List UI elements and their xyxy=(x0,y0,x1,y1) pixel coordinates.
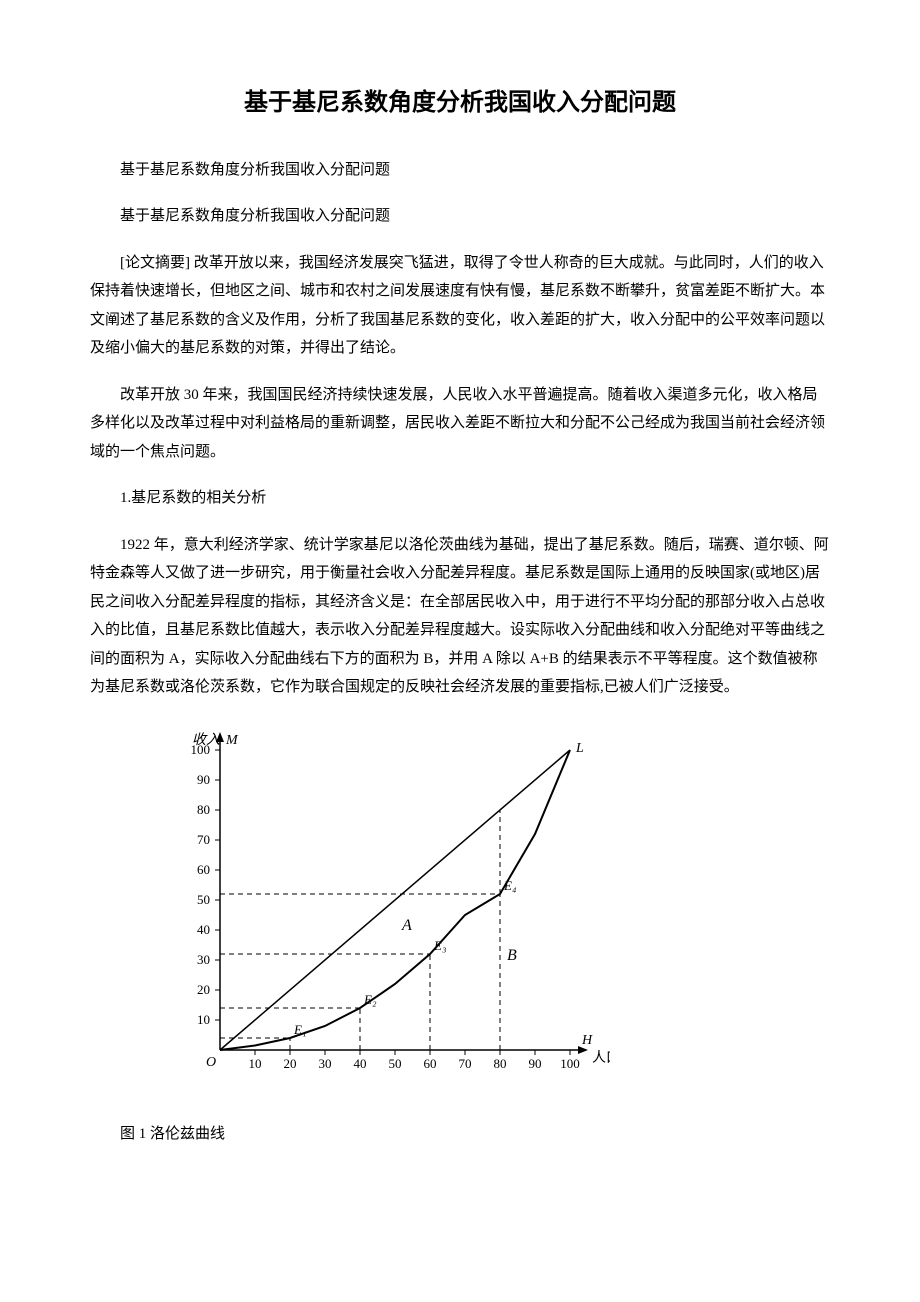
svg-text:30: 30 xyxy=(319,1056,332,1071)
paragraph: 基于基尼系数角度分析我国收入分配问题 xyxy=(90,202,830,231)
svg-text:90: 90 xyxy=(197,772,210,787)
svg-text:人口: 人口 xyxy=(592,1050,610,1066)
page-title: 基于基尼系数角度分析我国收入分配问题 xyxy=(90,80,830,126)
paragraph: 1922 年，意大利经济学家、统计学家基尼以洛伦茨曲线为基础，提出了基尼系数。随… xyxy=(90,531,830,702)
svg-text:L: L xyxy=(575,741,584,756)
svg-text:收入: 收入 xyxy=(192,732,220,748)
svg-text:20: 20 xyxy=(197,982,210,997)
chart-caption: 图 1 洛伦兹曲线 xyxy=(90,1120,830,1149)
svg-text:B: B xyxy=(507,947,517,964)
svg-text:100: 100 xyxy=(560,1056,580,1071)
paragraph: 基于基尼系数角度分析我国收入分配问题 xyxy=(90,156,830,185)
svg-text:50: 50 xyxy=(389,1056,402,1071)
svg-text:E₃: E₃ xyxy=(433,938,446,953)
svg-text:30: 30 xyxy=(197,952,210,967)
svg-text:M: M xyxy=(225,733,239,748)
paragraph: 改革开放 30 年来，我国国民经济持续快速发展，人民收入水平普遍提高。随着收入渠… xyxy=(90,381,830,467)
svg-text:A: A xyxy=(401,917,412,934)
svg-text:E₁: E₁ xyxy=(293,1022,306,1037)
svg-text:10: 10 xyxy=(249,1056,262,1071)
svg-text:80: 80 xyxy=(197,802,210,817)
svg-text:60: 60 xyxy=(424,1056,437,1071)
svg-text:70: 70 xyxy=(197,832,210,847)
lorenz-chart: 1020304050607080901001020304050607080901… xyxy=(150,720,830,1111)
svg-text:E₄: E₄ xyxy=(503,878,517,893)
svg-text:H: H xyxy=(581,1033,593,1048)
svg-text:O: O xyxy=(206,1055,216,1070)
svg-text:10: 10 xyxy=(197,1012,210,1027)
svg-text:E₂: E₂ xyxy=(363,992,377,1007)
svg-text:60: 60 xyxy=(197,862,210,877)
section-heading: 1.基尼系数的相关分析 xyxy=(90,484,830,513)
lorenz-chart-svg: 1020304050607080901001020304050607080901… xyxy=(150,720,610,1100)
svg-text:40: 40 xyxy=(197,922,210,937)
paragraph: [论文摘要] 改革开放以来，我国经济发展突飞猛进，取得了令世人称奇的巨大成就。与… xyxy=(90,249,830,363)
svg-text:90: 90 xyxy=(529,1056,542,1071)
svg-text:70: 70 xyxy=(459,1056,472,1071)
svg-text:80: 80 xyxy=(494,1056,507,1071)
svg-text:50: 50 xyxy=(197,892,210,907)
svg-text:20: 20 xyxy=(284,1056,297,1071)
svg-text:40: 40 xyxy=(354,1056,367,1071)
